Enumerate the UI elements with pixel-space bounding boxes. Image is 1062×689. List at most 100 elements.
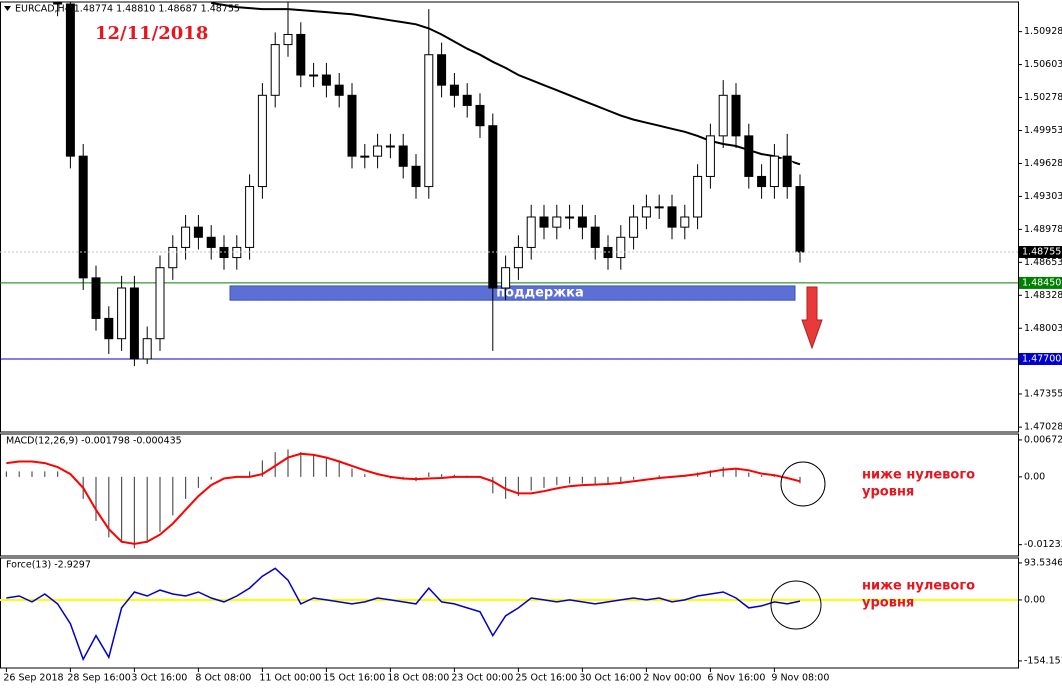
force-line	[6, 567, 801, 662]
candle-body	[398, 145, 408, 167]
candle-body	[437, 54, 447, 86]
panel-frame	[0, 433, 1019, 557]
candle-body	[731, 94, 741, 137]
candle-body	[475, 104, 485, 127]
y-tick-label: 1.49303	[1024, 191, 1062, 202]
candle-body	[693, 175, 703, 218]
y-tick-label: 1.50278	[1024, 92, 1062, 103]
x-tick-label: 26 Sep 2018	[3, 673, 63, 684]
x-tick-label: 2 Nov 00:00	[643, 673, 701, 684]
candle-body	[462, 94, 472, 106]
candle-body	[270, 44, 280, 96]
y-tick-label: -0.012337	[1024, 539, 1062, 550]
x-tick-label: 6 Nov 16:00	[707, 673, 765, 684]
candle-body	[411, 165, 421, 188]
y-tick-label: 1.48003	[1024, 323, 1062, 334]
candle-body	[488, 125, 498, 289]
candle-body	[53, 2, 63, 5]
down-arrow	[801, 286, 823, 350]
candle-body	[373, 145, 383, 157]
candle-body	[257, 94, 267, 188]
candle-body	[129, 287, 139, 360]
y-tick-label: 1.49628	[1024, 158, 1062, 169]
candle-body	[347, 94, 357, 157]
candle-body	[206, 236, 216, 248]
candle-body	[603, 246, 613, 259]
candle-body	[168, 246, 178, 269]
x-tick-label: 18 Oct 08:00	[387, 673, 449, 684]
menu-triangle[interactable]	[4, 6, 11, 11]
x-tick-label: 9 Nov 08:00	[771, 673, 829, 684]
candle-body	[449, 84, 459, 96]
candle-body	[321, 74, 331, 86]
candle-body	[232, 246, 242, 259]
panel-frame	[0, 1, 1019, 433]
price-label-box	[1019, 352, 1062, 365]
price-label: 1.47700	[1022, 353, 1061, 364]
candle-body	[565, 216, 575, 219]
candle-body	[513, 246, 523, 269]
y-tick-label: 0.00	[1024, 471, 1045, 482]
candle-body	[641, 206, 651, 218]
x-tick-label: 25 Oct 16:00	[515, 673, 577, 684]
candle-body	[65, 3, 75, 157]
annotation: уровня	[862, 485, 914, 500]
x-tick-label: 8 Oct 08:00	[195, 673, 251, 684]
annotation: ниже нулевого	[862, 579, 975, 594]
candle-body	[552, 216, 562, 228]
panel-title: MACD(12,26,9) -0.001798 -0.000435	[6, 436, 182, 447]
y-tick-label: 1.48978	[1024, 224, 1062, 235]
candle-body	[78, 155, 88, 279]
panel-title: Force(13) -2.9297	[6, 560, 91, 571]
signal-line	[6, 452, 801, 545]
candle-body	[91, 277, 101, 319]
support-zone	[229, 285, 796, 301]
candle-body	[142, 338, 152, 360]
y-tick-label: 93.5346	[1024, 557, 1062, 568]
candle-body	[283, 33, 293, 46]
highlight-circle	[780, 461, 826, 507]
highlight-circle	[770, 580, 822, 630]
x-tick-label: 3 Oct 16:00	[131, 673, 187, 684]
last-price-label: 1.48755	[1022, 246, 1061, 257]
price-label: 1.48450	[1022, 277, 1061, 288]
date-annotation: 12/11/2018	[95, 23, 208, 44]
y-tick-label: 1.48653	[1024, 257, 1062, 268]
annotation: ниже нулевого	[862, 468, 975, 483]
candle-body	[296, 33, 306, 76]
candle-body	[245, 186, 255, 248]
candle-body	[219, 246, 229, 259]
candle-body	[782, 155, 792, 188]
candle-body	[117, 287, 127, 340]
candle-body	[680, 216, 690, 228]
y-tick-label: 1.47355	[1024, 388, 1062, 399]
candle-body	[526, 216, 536, 248]
y-tick-label: 1.50603	[1024, 59, 1062, 70]
panel-title: EURCAD,H4 1.48774 1.48810 1.48687 1.4875…	[15, 4, 240, 15]
y-tick-label: 1.47028	[1024, 422, 1062, 433]
candle-body	[616, 236, 626, 259]
candle-body	[744, 135, 754, 177]
candle-body	[360, 155, 370, 158]
candle-body	[424, 54, 434, 188]
candle-body	[501, 267, 511, 289]
candle-body	[104, 317, 114, 340]
candle-body	[309, 74, 319, 77]
x-tick-label: 15 Oct 16:00	[323, 673, 385, 684]
candle-body	[577, 216, 587, 228]
y-tick-label: -154.1513	[1024, 655, 1062, 666]
candle-body	[769, 155, 779, 188]
y-tick-label: 1.50928	[1024, 26, 1062, 37]
candle-body	[181, 226, 191, 248]
panel-frame	[0, 557, 1019, 669]
candle-body	[795, 186, 805, 253]
candle-body	[539, 216, 549, 228]
candle-body	[667, 206, 677, 228]
candle-body	[757, 175, 767, 188]
y-tick-label: 0.00	[1024, 594, 1045, 605]
x-tick-label: 30 Oct 16:00	[579, 673, 641, 684]
last-price-box	[1019, 245, 1062, 258]
price-label-box	[1019, 276, 1062, 289]
